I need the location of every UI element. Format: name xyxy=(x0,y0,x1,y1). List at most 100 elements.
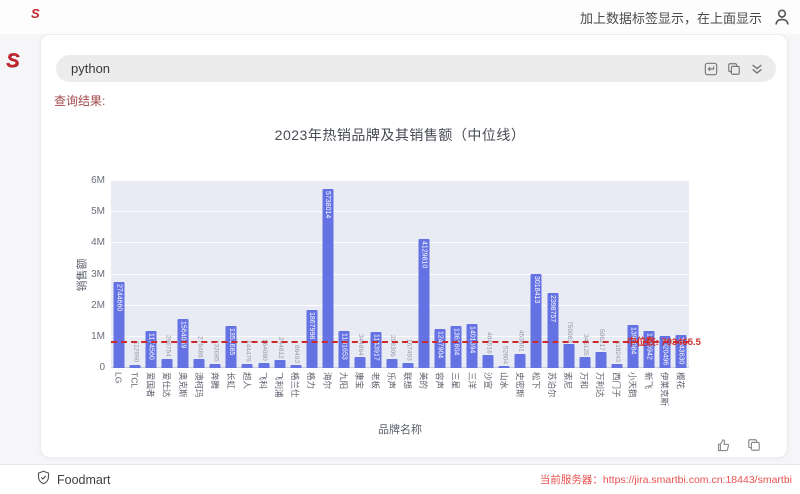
bar-value-label: 3018413 xyxy=(532,275,540,304)
bar-slot: 1361604 xyxy=(448,181,464,368)
bar-slot: 276486 xyxy=(191,181,207,368)
bar-value-label: 1181653 xyxy=(340,333,348,360)
bar-value-label: 52804 xyxy=(501,346,509,365)
x-category-label: 联想 xyxy=(402,372,413,390)
bar-格兰仕 xyxy=(290,365,302,368)
x-category-label: 飞利浦 xyxy=(274,372,285,398)
bar-slot: 1143917 xyxy=(368,181,384,368)
gridline xyxy=(111,335,689,337)
copy-response-icon[interactable] xyxy=(747,438,761,453)
x-category-label: 奔腾 xyxy=(209,372,220,390)
bar-slot: 112690 xyxy=(127,181,143,368)
bar-value-label: 1020496 xyxy=(661,338,669,366)
bar-松下: 3018413 xyxy=(530,273,542,368)
bar-slot: 1564059 xyxy=(175,181,191,368)
bar-value-label: 5738014 xyxy=(324,191,332,219)
bar-slot: 1867998 xyxy=(304,181,320,368)
bar-联想 xyxy=(402,362,414,368)
thumbs-up-icon[interactable] xyxy=(716,438,731,453)
bar-value-label: 506217 xyxy=(597,328,605,351)
y-tick-label: 6M xyxy=(91,175,105,186)
send-enter-icon[interactable] xyxy=(704,62,718,76)
gridline xyxy=(111,304,689,306)
x-category-label: 美的 xyxy=(418,372,429,390)
bar-伊莱克斯: 1020496 xyxy=(659,336,671,368)
bar-slot: 2398757 xyxy=(545,181,561,368)
x-category-label: 康宝 xyxy=(354,372,365,390)
bar-slot: 132085 xyxy=(207,181,223,368)
bar-slot: 167493 xyxy=(400,181,416,368)
query-input[interactable]: python xyxy=(56,55,776,82)
bar-slot: 2744660 xyxy=(111,181,127,368)
bar-slot: 164080 xyxy=(256,181,272,368)
bar-value-label: 164080 xyxy=(260,339,268,361)
x-category-label: 伊莱克斯 xyxy=(659,372,670,407)
bar-slot: 506217 xyxy=(593,181,609,368)
user-question-row: 加上数据标签显示，在上面显示 xyxy=(580,7,792,27)
bar-slot: 344864 xyxy=(352,181,368,368)
bar-小天鹅: 1396084 xyxy=(627,324,639,368)
gridline xyxy=(111,242,689,244)
bar-value-label: 1564059 xyxy=(179,321,187,349)
x-category-label: 三洋 xyxy=(466,372,477,390)
bar-value-label: 1396084 xyxy=(629,326,637,354)
x-category-label: 澳柯玛 xyxy=(193,372,204,398)
bar-slot: 1396084 xyxy=(625,181,641,368)
collapse-double-chevron-down-icon[interactable] xyxy=(750,62,764,76)
bar-value-label: 1174560 xyxy=(147,333,155,361)
result-label: 查询结果: xyxy=(54,94,106,108)
bar-value-label: 298306 xyxy=(389,335,397,357)
bar-slot: 404516 xyxy=(480,181,496,368)
bar-史密斯 xyxy=(514,353,526,368)
bar-value-label: 344864 xyxy=(357,333,365,356)
bar-slot: 4129810 xyxy=(416,181,432,368)
bar-索尼 xyxy=(563,344,575,368)
bar-value-label: 118243 xyxy=(613,341,621,363)
bar-value-label: 759083 xyxy=(565,320,573,343)
x-category-label: 海尔 xyxy=(322,372,333,390)
bar-超人 xyxy=(241,363,253,368)
copy-query-icon[interactable] xyxy=(727,62,741,76)
gridline xyxy=(111,211,689,213)
bar-value-label: 132085 xyxy=(212,340,220,362)
chart-title: 2023年热销品牌及其销售额（中位线） xyxy=(274,127,526,143)
bar-value-label: 453861 xyxy=(517,330,525,352)
bar-slot: 453861 xyxy=(512,181,528,368)
x-category-label: 格兰仕 xyxy=(290,372,301,398)
x-category-label: 樱花 xyxy=(675,372,686,390)
bar-value-label: 2744660 xyxy=(115,284,123,312)
bar-长虹: 1351685 xyxy=(225,325,237,368)
x-category-label: 山水 xyxy=(498,372,509,390)
bar-万利达 xyxy=(595,352,607,368)
bar-value-label: 167493 xyxy=(405,339,413,361)
x-category-label: 容声 xyxy=(434,372,445,390)
bar-value-label: 1247904 xyxy=(436,331,444,359)
bar-value-label: 2398757 xyxy=(549,295,557,323)
bar-苏泊尔: 2398757 xyxy=(547,293,559,368)
bar-新飞: 1186942 xyxy=(643,331,655,368)
bar-LG: 2744660 xyxy=(113,282,125,368)
x-category-label: 奥克斯 xyxy=(177,372,188,398)
bar-value-label: 1867998 xyxy=(308,311,316,340)
query-input-value[interactable]: python xyxy=(71,61,111,76)
user-question: 加上数据标签显示，在上面显示 xyxy=(579,10,762,26)
median-label: 中位数: 793465.5 xyxy=(627,337,701,349)
bar-slot: 1401694 xyxy=(464,181,480,368)
bar-slot: 5738014 xyxy=(320,181,336,368)
bar-老板: 1143917 xyxy=(370,332,382,368)
x-category-label: 史密斯 xyxy=(514,372,525,398)
brand-shield-icon xyxy=(36,470,51,490)
bar-沙宣 xyxy=(482,355,494,368)
bar-value-label: 1186942 xyxy=(645,333,653,360)
x-category-label: LG xyxy=(113,372,124,384)
bar-三洋: 1401694 xyxy=(466,324,478,368)
bar-樱花: 1043630 xyxy=(675,335,687,368)
bar-slot: 1186942 xyxy=(641,181,657,368)
user-avatar-icon[interactable] xyxy=(772,7,792,27)
x-axis-title: 品牌名称 xyxy=(378,424,422,436)
server-url[interactable]: https://jira.smartbi.com.cn:18443/smartb… xyxy=(602,474,792,486)
brand-name: Foodmart xyxy=(57,472,111,487)
bar-飞利浦 xyxy=(274,360,286,368)
x-category-label: 爱仕达 xyxy=(161,372,172,398)
gridline xyxy=(111,273,689,275)
